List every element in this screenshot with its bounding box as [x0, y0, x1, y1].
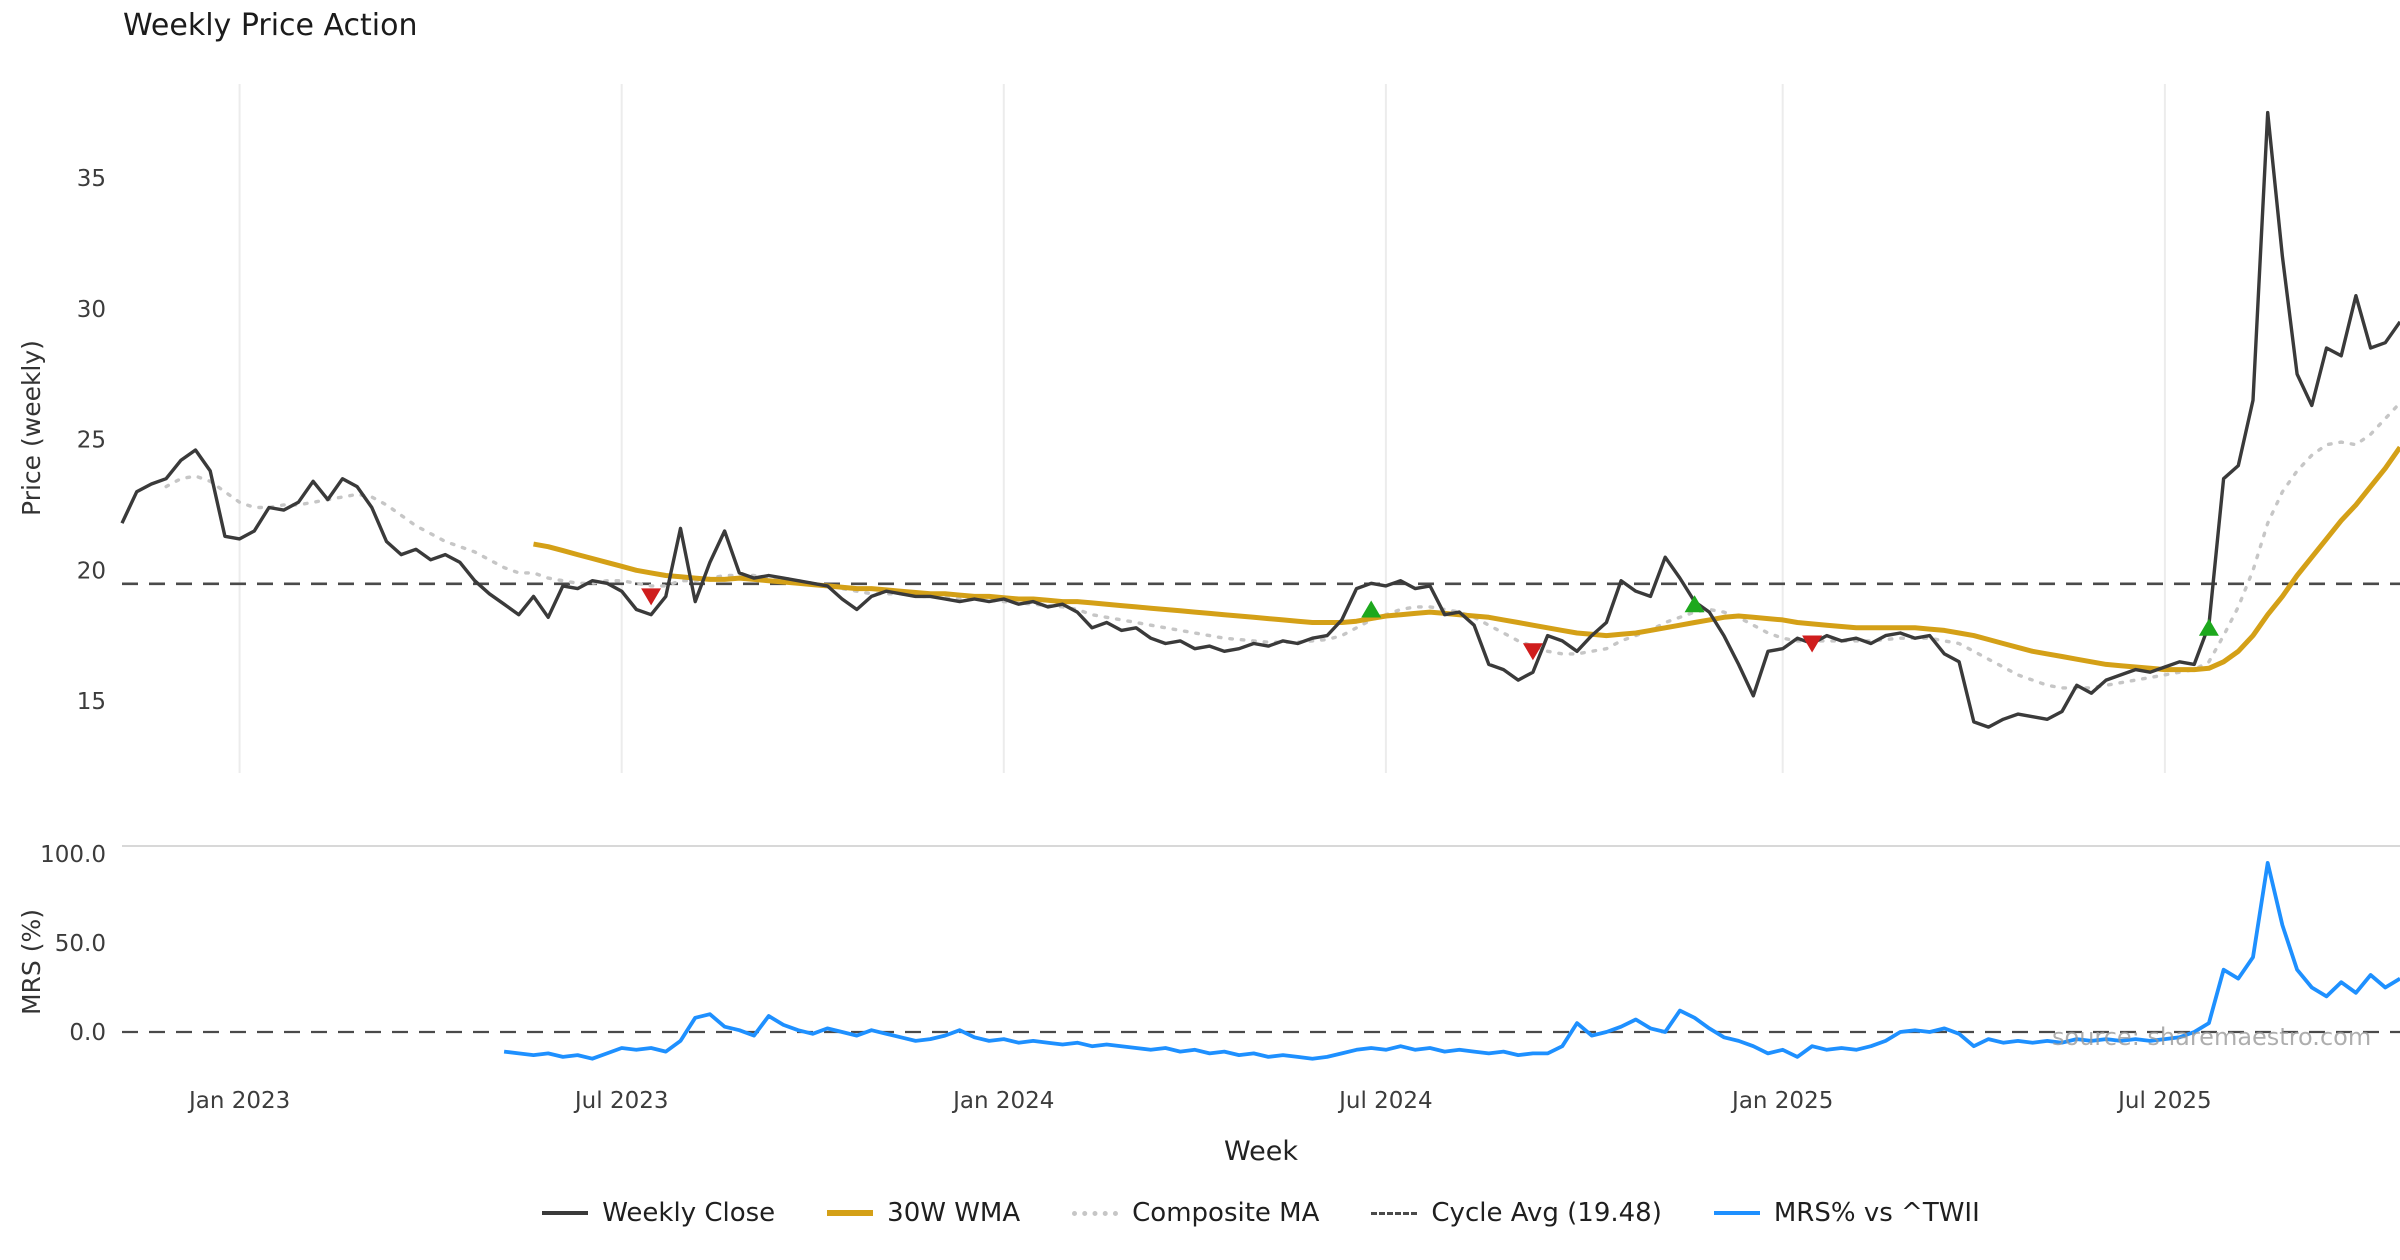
price-mrs-chart: 15 20 25 30 35 0.0 50.0 100.0 Jan 2023 Jul 2023 Ja… [17, 84, 2400, 1167]
mrs-line [503, 861, 2400, 1061]
legend-swatch-line-thick [827, 1210, 874, 1216]
legend-item: Composite MA [1072, 1198, 1319, 1228]
legend-label: Cycle Avg (19.48) [1431, 1198, 1662, 1228]
price-y-tick-label: 15 [77, 689, 106, 715]
composite-ma-line [164, 401, 2400, 690]
sell-signal-marker [641, 588, 662, 606]
price-y-tick-label: 35 [77, 166, 106, 192]
legend-item: 30W WMA [827, 1198, 1020, 1228]
price-y-tick-label: 30 [77, 297, 106, 323]
buy-signal-marker [2198, 618, 2219, 636]
sell-signal-marker [1522, 643, 1543, 661]
mrs-y-tick-label: 100.0 [40, 842, 106, 868]
x-tick-label: Jul 2024 [1337, 1088, 1433, 1114]
x-tick-label: Jan 2025 [1730, 1088, 1833, 1114]
buy-signal-marker [1361, 600, 1382, 618]
wma-line [533, 445, 2400, 673]
legend-swatch-dotted [1072, 1210, 1119, 1216]
legend-swatch-line [1713, 1211, 1760, 1215]
price-y-tick-label: 25 [77, 428, 106, 454]
x-axis-label: Week [1224, 1136, 1298, 1167]
price-ylabel: Price (weekly) [17, 340, 46, 516]
legend-item: Weekly Close [542, 1198, 775, 1228]
mrs-y-tick-label: 50.0 [55, 931, 106, 957]
weekly-close-line [120, 110, 2400, 729]
mrs-y-tick-label: 0.0 [69, 1020, 106, 1046]
x-tick-label: Jul 2023 [573, 1088, 669, 1114]
legend-item: Cycle Avg (19.48) [1371, 1198, 1662, 1228]
price-y-tick-label: 20 [77, 558, 106, 584]
legend-swatch-dashed [1371, 1211, 1418, 1215]
chart-title: Weekly Price Action [123, 8, 418, 43]
mrs-ylabel: MRS (%) [17, 909, 46, 1015]
legend-swatch-line [542, 1211, 589, 1215]
x-tick-label: Jan 2024 [951, 1088, 1054, 1114]
sell-signal-marker [1802, 635, 1823, 653]
x-tick-label: Jan 2023 [187, 1088, 290, 1114]
x-tick-label: Jul 2025 [2116, 1088, 2212, 1114]
buy-signal-marker [1684, 595, 1705, 613]
legend-label: 30W WMA [887, 1198, 1021, 1228]
legend-label: Weekly Close [602, 1198, 776, 1228]
watermark: source: sharemaestro.com [2052, 1023, 2371, 1051]
legend-label: MRS% vs ^TWII [1773, 1198, 1980, 1228]
legend: Weekly Close 30W WMA Composite MA Cycle Avg… [0, 1198, 2400, 1228]
legend-label: Composite MA [1132, 1198, 1320, 1228]
legend-item: MRS% vs ^TWII [1713, 1198, 1980, 1228]
